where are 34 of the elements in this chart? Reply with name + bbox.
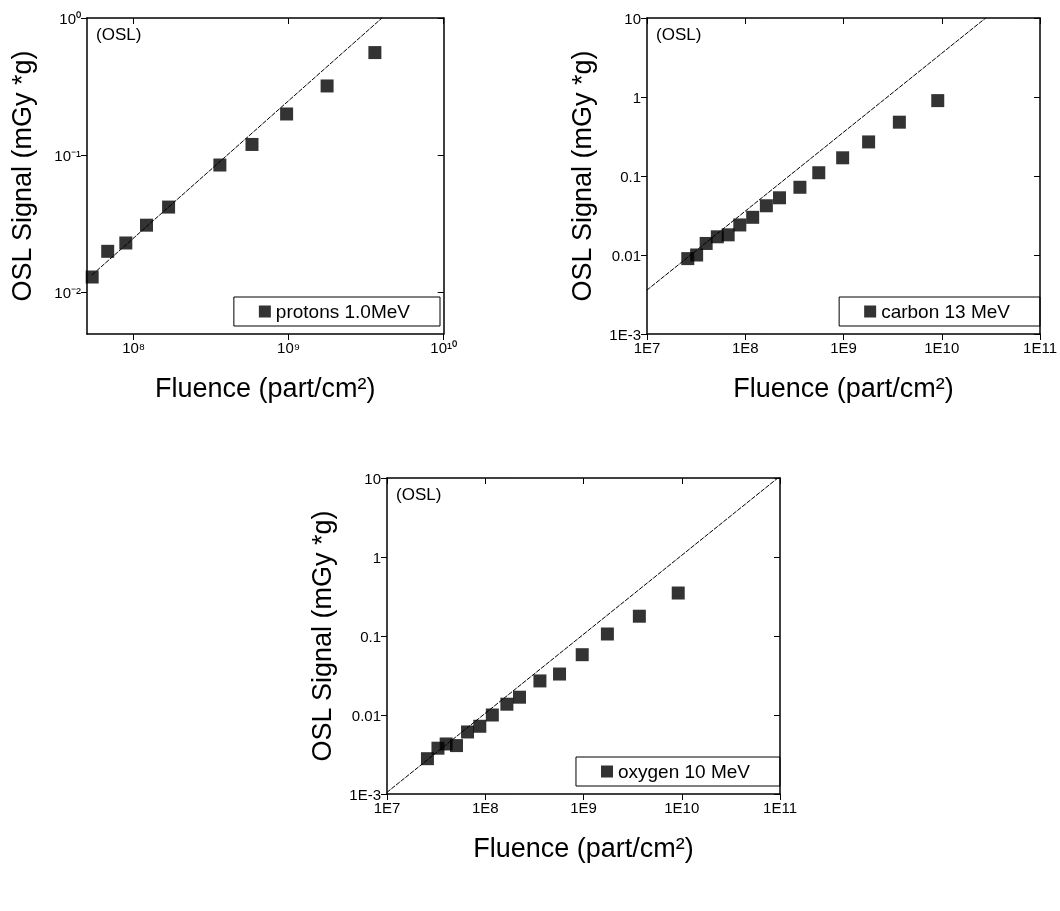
y-tick-label: 0.01	[611, 246, 641, 264]
y-tick-label: 0.1	[620, 167, 641, 185]
x-axis-title: Fluence (part/cm²)	[155, 372, 376, 403]
x-axis-title: Fluence (part/cm²)	[473, 832, 694, 863]
x-tick-label: 1E11	[1023, 339, 1057, 356]
y-tick-label: 1	[632, 88, 641, 106]
annotation: (OSL)	[396, 485, 442, 504]
annotation: (OSL)	[656, 25, 702, 44]
legend-label: protons 1.0MeV	[275, 301, 411, 322]
y-tick-label: 0.1	[360, 627, 381, 645]
legend-label: oxygen 10 MeV	[617, 761, 751, 782]
x-tick-label: 1E8	[731, 339, 759, 356]
x-tick-label: 10⁹	[277, 339, 301, 356]
y-axis-title: OSL Signal (mGy *g)	[306, 510, 337, 762]
y-tick-label: 10⁻¹	[54, 146, 81, 164]
x-tick-label: 1E10	[664, 799, 700, 816]
y-tick-label: 10	[624, 9, 641, 27]
x-tick-label: 10⁸	[122, 339, 146, 356]
y-tick-label: 10	[364, 469, 381, 487]
y-tick-label: 10⁰	[59, 9, 81, 27]
y-tick-label: 10⁻²	[54, 284, 81, 302]
y-tick-label: 1	[372, 548, 381, 566]
x-tick-label: 1E9	[570, 799, 597, 816]
x-tick-label: 1E10	[924, 339, 960, 356]
x-tick-label: 1E9	[830, 339, 857, 356]
x-axis-title: Fluence (part/cm²)	[733, 372, 954, 403]
y-axis-title: OSL Signal (mGy *g)	[566, 50, 597, 302]
x-tick-label: 10¹⁰	[430, 339, 457, 356]
y-axis-title: OSL Signal (mGy *g)	[6, 50, 37, 302]
x-tick-label: 1E8	[471, 799, 499, 816]
x-tick-label: 1E11	[763, 799, 797, 816]
annotation: (OSL)	[96, 25, 142, 44]
legend-label: carbon 13 MeV	[881, 301, 1011, 322]
y-tick-label: 0.01	[351, 706, 381, 724]
